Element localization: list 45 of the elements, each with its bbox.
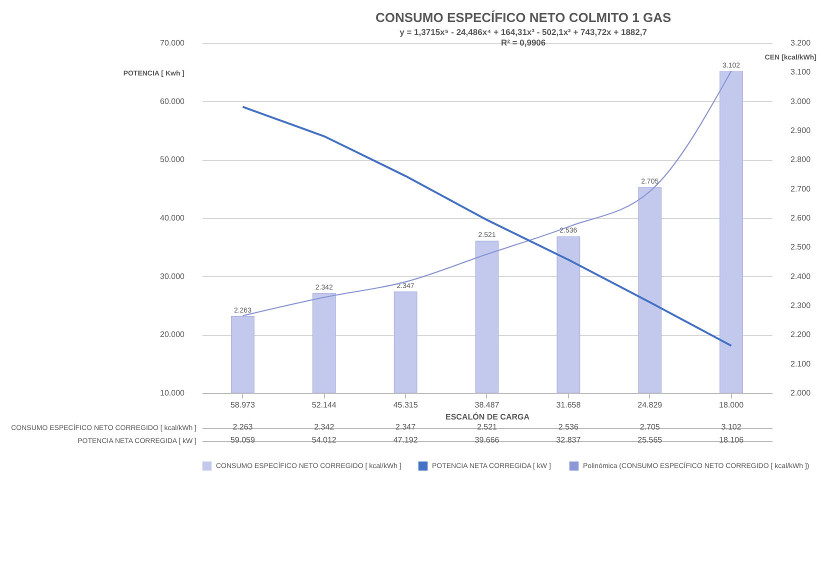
data-label: 2.521 <box>476 422 498 432</box>
data-label: 2.536 <box>558 422 579 432</box>
data-label: 2.347 <box>396 422 416 432</box>
x-tick-label: 58.973 <box>230 400 256 410</box>
data-label: 25.565 <box>638 436 663 444</box>
data-label: 47.192 <box>393 436 418 444</box>
data-label: 39.666 <box>474 436 500 444</box>
x-tick-label: 52.144 <box>312 400 337 410</box>
x-tick-label: 24.829 <box>638 400 663 410</box>
chart-title: CONSUMO ESPECÍFICO NETO COLMITO 1 GAS <box>375 10 672 25</box>
x-tick-label: 45.315 <box>393 400 418 410</box>
y-tick-label: 60.000 <box>160 96 186 106</box>
y2-tick-label: 2.100 <box>790 359 812 368</box>
data-label: 3.102 <box>721 422 742 432</box>
y2-tick-label: 2.600 <box>790 214 812 222</box>
y2-tick-label: 2.000 <box>790 388 812 398</box>
y2-tick-label: 2.800 <box>790 155 812 164</box>
y2-tick-label: 2.900 <box>790 126 812 135</box>
y2-tick-label: 2.200 <box>790 330 812 340</box>
y-tick-label: 30.000 <box>160 272 186 281</box>
y-tick-label: 50.000 <box>160 155 186 164</box>
y2-tick-label: 3.200 <box>790 38 812 48</box>
y2-tick-label: 3.100 <box>790 68 812 77</box>
y2-tick-label: 2.500 <box>790 242 812 252</box>
data-label: 2.263 <box>232 422 254 432</box>
x-tick-label: 38.487 <box>474 400 500 410</box>
y-tick-label: 40.000 <box>160 214 186 222</box>
data-label: 32.837 <box>556 436 582 444</box>
y-tick-label: 20.000 <box>160 330 186 340</box>
data-label: 59.059 <box>230 436 256 444</box>
data-label: 2.342 <box>314 422 335 432</box>
y-tick-label: 70.000 <box>160 38 186 48</box>
y2-tick-label: 3.000 <box>790 96 812 106</box>
y2-tick-label: 2.700 <box>790 184 812 194</box>
data-label: 54.012 <box>312 436 337 444</box>
data-label: 2.705 <box>640 422 660 432</box>
x-tick-label: 18.000 <box>719 400 744 410</box>
text: R² = 0,9906 <box>500 38 546 48</box>
x-axis-title: ESCALÓN DE CARGA <box>445 412 530 422</box>
x-tick-label: 31.658 <box>556 400 582 410</box>
y2-tick-label: 2.400 <box>790 272 812 281</box>
y-tick-label: 10.000 <box>160 388 186 398</box>
text: y = 1,3715x⁵ - 24,486x⁴ + 164,31x³ - 502,1x² + 743,72x + 1882,7 <box>400 27 647 37</box>
y2-tick-label: 2.300 <box>790 301 812 310</box>
data-label: 18.106 <box>719 436 744 444</box>
